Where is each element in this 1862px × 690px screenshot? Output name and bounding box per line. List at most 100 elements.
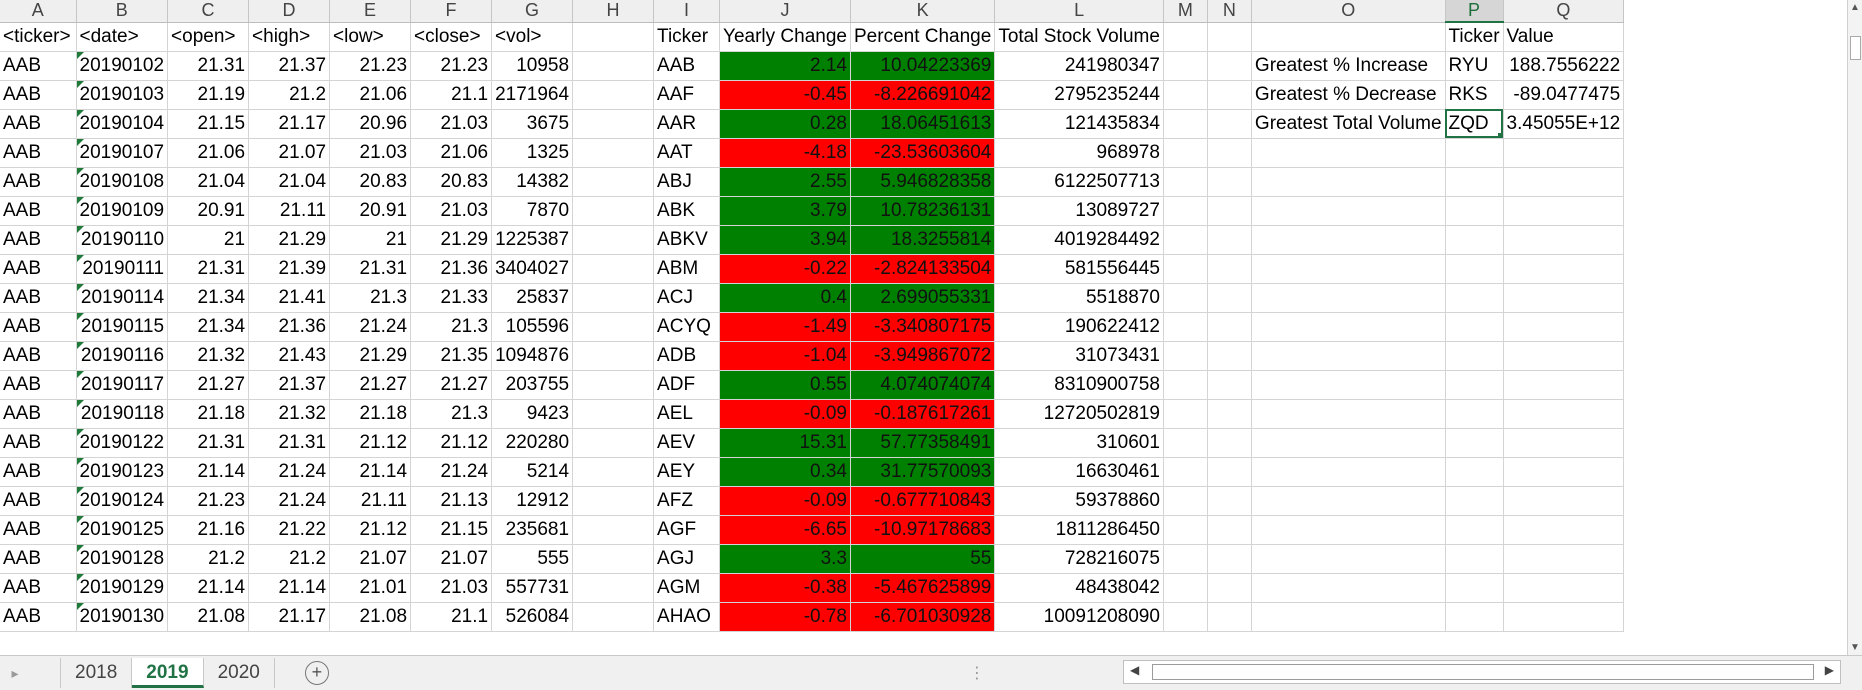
cell-j18[interactable]: -6.65	[719, 515, 851, 545]
cell-i7[interactable]: ABK	[653, 196, 721, 226]
cell-c16[interactable]: 21.14	[167, 457, 250, 487]
cell-d21[interactable]: 21.17	[248, 602, 331, 632]
cell-l3[interactable]: 2795235244	[994, 80, 1164, 110]
cell-j21[interactable]: -0.78	[719, 602, 851, 632]
cell-a7[interactable]: AAB	[0, 196, 77, 226]
cell-b1[interactable]: <date>	[76, 22, 169, 52]
cell-l13[interactable]: 8310900758	[994, 370, 1164, 400]
cell-j20[interactable]: -0.38	[719, 573, 851, 603]
add-sheet-icon[interactable]: +	[304, 661, 329, 685]
cell-o12[interactable]	[1251, 341, 1446, 371]
cell-n19[interactable]	[1207, 544, 1252, 574]
cell-j1[interactable]: Yearly Change	[719, 22, 851, 52]
cell-e3[interactable]: 21.06	[329, 80, 412, 110]
cell-i5[interactable]: AAT	[653, 138, 721, 168]
cell-b13[interactable]: 20190117	[76, 370, 169, 400]
cell-f19[interactable]: 21.07	[410, 544, 493, 574]
cell-b17[interactable]: 20190124	[76, 486, 169, 516]
cell-f12[interactable]: 21.35	[410, 341, 493, 371]
cell-d13[interactable]: 21.37	[248, 370, 331, 400]
cell-h10[interactable]	[572, 283, 655, 313]
sheet-tab-2020[interactable]: 2020	[204, 658, 275, 688]
cell-e20[interactable]: 21.01	[329, 573, 412, 603]
cell-p5[interactable]	[1445, 138, 1504, 168]
cell-g10[interactable]: 25837	[491, 283, 574, 313]
cell-a13[interactable]: AAB	[0, 370, 77, 400]
cell-b11[interactable]: 20190115	[76, 312, 169, 342]
cell-p9[interactable]	[1445, 254, 1504, 284]
cell-l4[interactable]: 121435834	[994, 109, 1164, 139]
cell-c20[interactable]: 21.14	[167, 573, 250, 603]
cell-n12[interactable]	[1207, 341, 1252, 371]
cell-b12[interactable]: 20190116	[76, 341, 169, 371]
cell-i13[interactable]: ADF	[653, 370, 721, 400]
cell-c15[interactable]: 21.31	[167, 428, 250, 458]
cell-q13[interactable]	[1503, 370, 1625, 400]
cell-d15[interactable]: 21.31	[248, 428, 331, 458]
cell-o17[interactable]	[1251, 486, 1446, 516]
cell-d5[interactable]: 21.07	[248, 138, 331, 168]
cell-k15[interactable]: 57.77358491	[850, 428, 996, 458]
cell-e8[interactable]: 21	[329, 225, 412, 255]
cell-g14[interactable]: 9423	[491, 399, 574, 429]
cell-q3[interactable]: -89.0477475	[1503, 80, 1625, 110]
cell-p11[interactable]	[1445, 312, 1504, 342]
cell-l18[interactable]: 1811286450	[994, 515, 1164, 545]
cell-e4[interactable]: 20.96	[329, 109, 412, 139]
cell-b3[interactable]: 20190103	[76, 80, 169, 110]
column-header-f[interactable]: F	[410, 0, 493, 23]
cell-d11[interactable]: 21.36	[248, 312, 331, 342]
cell-d9[interactable]: 21.39	[248, 254, 331, 284]
cell-k21[interactable]: -6.701030928	[850, 602, 996, 632]
cell-g19[interactable]: 555	[491, 544, 574, 574]
cell-n3[interactable]	[1207, 80, 1252, 110]
cell-m13[interactable]	[1163, 370, 1208, 400]
cell-i6[interactable]: ABJ	[653, 167, 721, 197]
cell-m10[interactable]	[1163, 283, 1208, 313]
cell-k2[interactable]: 10.04223369	[850, 51, 996, 81]
cell-c18[interactable]: 21.16	[167, 515, 250, 545]
cell-c12[interactable]: 21.32	[167, 341, 250, 371]
cell-k16[interactable]: 31.77570093	[850, 457, 996, 487]
cell-j17[interactable]: -0.09	[719, 486, 851, 516]
cell-d7[interactable]: 21.11	[248, 196, 331, 226]
cell-m7[interactable]	[1163, 196, 1208, 226]
cell-h12[interactable]	[572, 341, 655, 371]
sheet-tab-2018[interactable]: 2018	[61, 658, 133, 688]
cell-k12[interactable]: -3.949867072	[850, 341, 996, 371]
cell-c1[interactable]: <open>	[167, 22, 250, 52]
cell-a12[interactable]: AAB	[0, 341, 77, 371]
cell-a4[interactable]: AAB	[0, 109, 77, 139]
cell-j6[interactable]: 2.55	[719, 167, 851, 197]
cell-k8[interactable]: 18.3255814	[850, 225, 996, 255]
cell-p13[interactable]	[1445, 370, 1504, 400]
cell-f13[interactable]: 21.27	[410, 370, 493, 400]
cell-i2[interactable]: AAB	[653, 51, 721, 81]
cell-e14[interactable]: 21.18	[329, 399, 412, 429]
cell-o6[interactable]	[1251, 167, 1446, 197]
cell-p21[interactable]	[1445, 602, 1504, 632]
cell-l14[interactable]: 12720502819	[994, 399, 1164, 429]
cell-l11[interactable]: 190622412	[994, 312, 1164, 342]
cell-k19[interactable]: 55	[850, 544, 996, 574]
cell-b19[interactable]: 20190128	[76, 544, 169, 574]
cell-d4[interactable]: 21.17	[248, 109, 331, 139]
cell-q7[interactable]	[1503, 196, 1625, 226]
cell-j13[interactable]: 0.55	[719, 370, 851, 400]
cell-i15[interactable]: AEV	[653, 428, 721, 458]
cell-k4[interactable]: 18.06451613	[850, 109, 996, 139]
cell-d19[interactable]: 21.2	[248, 544, 331, 574]
cell-q12[interactable]	[1503, 341, 1625, 371]
cell-m20[interactable]	[1163, 573, 1208, 603]
cell-j8[interactable]: 3.94	[719, 225, 851, 255]
cell-f21[interactable]: 21.1	[410, 602, 493, 632]
cell-h2[interactable]	[572, 51, 655, 81]
cell-d12[interactable]: 21.43	[248, 341, 331, 371]
cell-g17[interactable]: 12912	[491, 486, 574, 516]
cell-l19[interactable]: 728216075	[994, 544, 1164, 574]
cell-e17[interactable]: 21.11	[329, 486, 412, 516]
scroll-up-icon[interactable]: ▲	[1850, 2, 1860, 13]
cell-e6[interactable]: 20.83	[329, 167, 412, 197]
cell-b5[interactable]: 20190107	[76, 138, 169, 168]
vertical-scroll-thumb[interactable]	[1850, 36, 1861, 60]
